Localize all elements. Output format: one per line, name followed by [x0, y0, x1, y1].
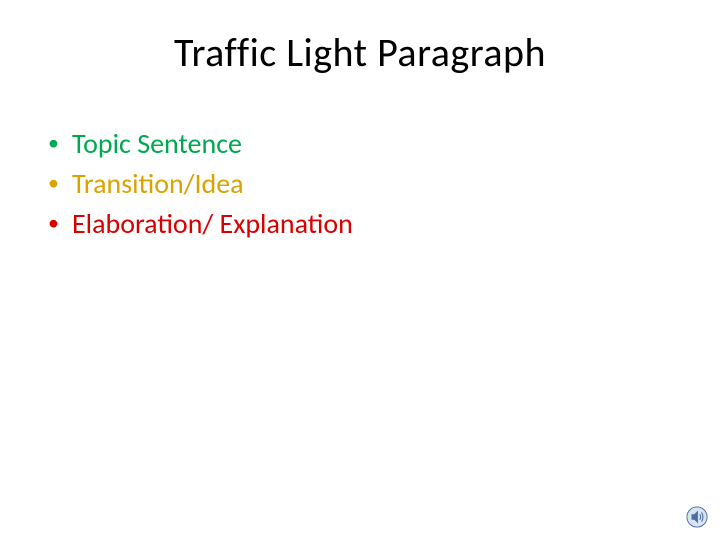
sound-icon[interactable]	[686, 506, 708, 528]
list-item: • Transition/Idea	[48, 165, 680, 203]
bullet-text: Transition/Idea	[72, 165, 244, 203]
bullet-dot-icon: •	[48, 165, 72, 200]
bullet-list: • Topic Sentence • Transition/Idea • Ela…	[40, 125, 680, 242]
bullet-text: Topic Sentence	[72, 125, 242, 163]
bullet-dot-icon: •	[48, 205, 72, 240]
page-title: Traffic Light Paragraph	[40, 28, 680, 77]
slide: Traffic Light Paragraph • Topic Sentence…	[0, 0, 720, 540]
bullet-dot-icon: •	[48, 125, 72, 160]
list-item: • Elaboration/ Explanation	[48, 205, 680, 243]
bullet-text: Elaboration/ Explanation	[72, 205, 353, 243]
list-item: • Topic Sentence	[48, 125, 680, 163]
